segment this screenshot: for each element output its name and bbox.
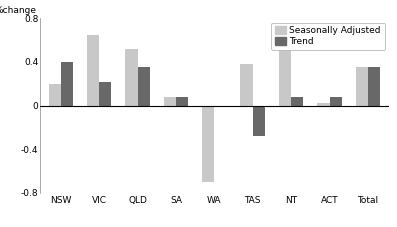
Bar (202, 106, 214, 182)
Bar (164, 97, 176, 106)
Bar (61, 62, 73, 106)
Bar (87, 35, 99, 106)
Bar (125, 49, 138, 106)
Bar (317, 103, 330, 106)
Bar (99, 81, 112, 106)
Text: %change: %change (0, 6, 36, 15)
Bar (176, 97, 188, 106)
Bar (253, 106, 265, 136)
Legend: Seasonally Adjusted, Trend: Seasonally Adjusted, Trend (272, 23, 385, 50)
Bar (241, 64, 253, 106)
Bar (291, 97, 303, 106)
Bar (279, 35, 291, 106)
Bar (368, 67, 380, 106)
Bar (330, 97, 342, 106)
Bar (48, 84, 61, 106)
Bar (356, 67, 368, 106)
Bar (138, 67, 150, 106)
